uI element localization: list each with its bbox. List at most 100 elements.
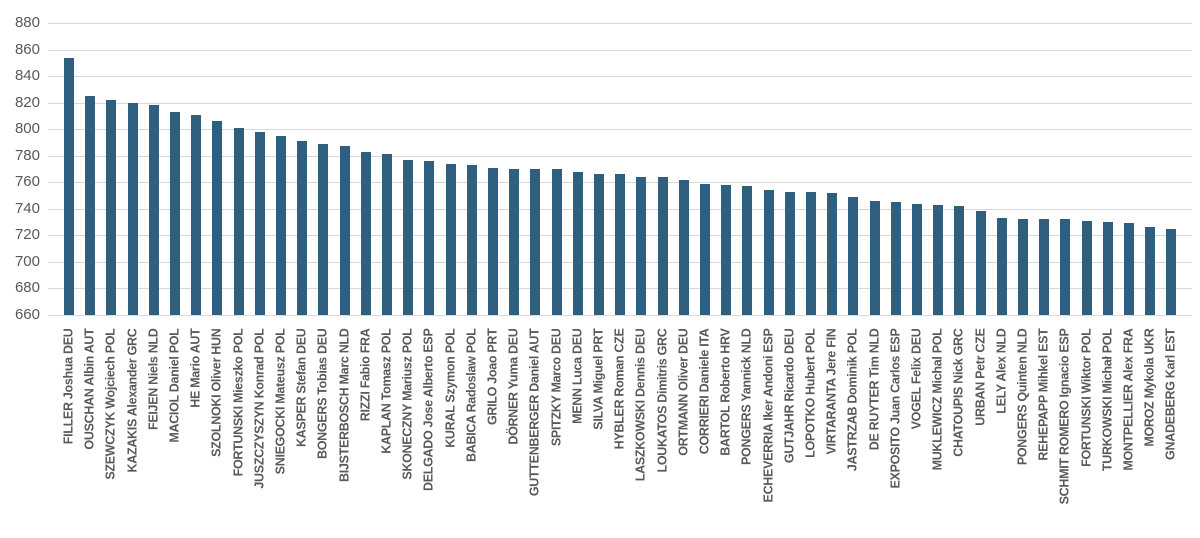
bar (64, 57, 74, 315)
x-category-label: PONGERS Quinten NLD (1015, 328, 1030, 465)
x-category-label: RIZZI Fabio FRA (358, 328, 373, 421)
bar (742, 186, 753, 315)
bar (806, 191, 816, 315)
bar (1124, 223, 1134, 315)
y-tick-label: 840 (14, 67, 40, 85)
x-category-label: GRILO Joao PRT (485, 328, 500, 425)
x-category-label: SNIEGOCKI Mateusz POL (273, 328, 288, 474)
bar (594, 174, 604, 315)
x-category-label: HE Mario AUT (188, 328, 203, 408)
bar (106, 99, 117, 315)
x-category-label: BIJSTERBOSCH Marc NLD (337, 328, 352, 482)
bar (572, 171, 583, 315)
x-category-label: SZOLNOKI Oliver HUN (209, 328, 224, 457)
x-category-label: KURAL Szymon POL (443, 328, 458, 448)
bar (1039, 219, 1050, 315)
bar (1102, 222, 1113, 315)
x-category-label: BARTOL Roberto HRV (718, 328, 733, 456)
bar (488, 167, 498, 315)
bar (721, 184, 732, 315)
bar (360, 151, 371, 315)
bar (127, 102, 138, 315)
x-category-label: LOPOTKO Hubert POL (803, 328, 818, 458)
bar (912, 203, 922, 315)
bar (445, 163, 456, 315)
y-tick-label: 740 (14, 199, 40, 217)
x-category-label: FORTUNSKI Wiktor POL (1079, 328, 1094, 467)
x-category-label: CORRIERI Daniele ITA (697, 328, 712, 454)
y-tick-label: 720 (14, 226, 40, 244)
bar (1145, 227, 1156, 315)
y-tick-label: 780 (14, 146, 40, 164)
bar (827, 192, 838, 315)
x-category-label: LASZKOWSKI Dennis DEU (633, 328, 648, 481)
x-category-label: FILLER Joshua DEU (61, 328, 76, 444)
x-category-label: FORTUNSKI Mieszko POL (231, 328, 246, 476)
bar (551, 169, 562, 315)
y-tick-label: 760 (14, 173, 40, 191)
bar (254, 131, 265, 315)
x-category-label: LELY Alex NLD (994, 328, 1009, 414)
y-tick-label: 660 (14, 306, 40, 323)
x-category-label: SCHMIT ROMERO Ignacio ESP (1057, 328, 1072, 504)
bar (212, 121, 223, 315)
x-category-label: BONGERS Tobias DEU (315, 328, 330, 459)
x-category-label: KASPER Stefan DEU (294, 328, 309, 447)
x-category-label: DÖRNER Yuma DEU (506, 328, 521, 445)
x-category-label: SZEWCZYK Wojciech POL (103, 328, 118, 480)
bar (975, 211, 986, 315)
x-category-label: HYBLER Roman CZE (612, 328, 627, 449)
x-category-label: VIRTARANTA Jere FIN (824, 328, 839, 455)
bar (233, 127, 244, 315)
x-category-label: JUSZCZYSZYN Konrad POL (252, 328, 267, 489)
x-category-label: SPITZKY Marco DEU (549, 328, 564, 446)
bar (148, 105, 159, 315)
x-category-label: SILVA Miguel PRT (591, 328, 606, 430)
x-category-label: CHATOUPIS Nick GRC (951, 328, 966, 457)
bar (318, 143, 329, 315)
bar (1081, 220, 1092, 315)
y-tick-label: 680 (14, 279, 40, 297)
bar (636, 176, 647, 315)
bar (191, 114, 202, 315)
bar (848, 196, 859, 315)
bar (1018, 219, 1028, 315)
x-category-label: ORTMANN Oliver DEU (676, 328, 691, 456)
bar (763, 190, 774, 315)
bar (954, 206, 965, 315)
x-category-label: FEIJEN Niels NLD (146, 328, 161, 430)
bar (1060, 219, 1071, 315)
gridline (48, 23, 1192, 24)
x-category-label: ECHEVERRIA Iker Andoni ESP (761, 328, 776, 502)
x-category-label: LOUKATOS Dimitris GRC (655, 328, 670, 472)
bar (339, 146, 350, 315)
x-category-label: JASTRZAB Dominik POL (845, 328, 860, 471)
bar (297, 141, 308, 315)
x-category-label: MONTPELLIER Alex FRA (1121, 328, 1136, 471)
x-category-label: MACIOL Daniel POL (167, 328, 182, 443)
gridline (48, 76, 1192, 78)
x-category-label: VOGEL Felix DEU (909, 328, 924, 429)
bar (382, 154, 392, 315)
bar (530, 169, 541, 315)
x-category-label: KAPLAN Tomasz POL (379, 328, 394, 454)
x-category-label: SKONECZNY Mariusz POL (400, 328, 415, 480)
gridline (48, 155, 1192, 157)
x-category-label: GUTJAHR Ricardo DEU (782, 328, 797, 463)
y-tick-label: 880 (14, 14, 40, 31)
bar (615, 174, 626, 315)
bar (996, 218, 1007, 315)
x-category-label: GNADEBERG Karl EST (1163, 328, 1178, 460)
x-category-label: REHEPAPP Mihkel EST (1036, 328, 1051, 461)
gridline (48, 102, 1192, 104)
x-category-label: BABICA Radoslaw POL (464, 328, 479, 462)
gridline (48, 315, 1192, 316)
x-category-label: KAZAKIS Alexander GRC (125, 328, 140, 472)
gridline (48, 129, 1192, 131)
x-category-label: DELGADO Jose Alberto ESP (421, 328, 436, 491)
bar (657, 176, 668, 315)
bar (466, 165, 477, 315)
x-category-label: MENN Luca DEU (570, 328, 585, 424)
bar (890, 202, 901, 315)
